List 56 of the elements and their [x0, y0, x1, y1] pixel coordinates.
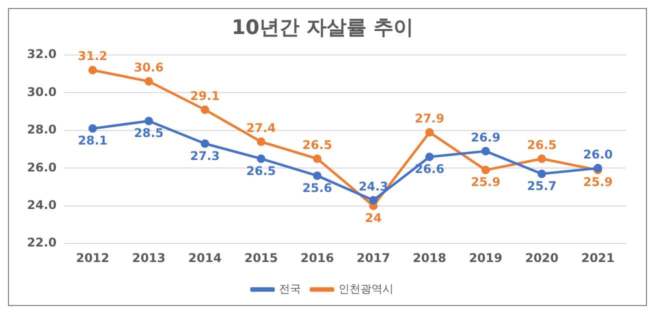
data-label: 26.5: [302, 138, 332, 152]
data-label: 31.2: [78, 49, 108, 64]
point: [256, 138, 266, 146]
data-label: 27.4: [246, 120, 276, 135]
x-tick-label: 2019: [468, 250, 502, 265]
y-tick-label: 24.0: [27, 198, 57, 212]
x-tick-label: 2012: [76, 250, 110, 265]
point: [312, 171, 322, 180]
data-label: 27.9: [414, 111, 444, 126]
chart-title: 10년간 자살률 추이: [232, 15, 414, 40]
x-tick-label: 2021: [581, 250, 615, 265]
data-label: 24: [365, 211, 382, 226]
data-label: 26.6: [414, 162, 444, 176]
x-tick-label: 2015: [244, 250, 278, 265]
point: [425, 128, 434, 137]
data-label: 26.0: [583, 147, 613, 162]
data-label: 26.5: [526, 138, 557, 152]
data-label: 24.3: [358, 179, 388, 194]
point: [88, 124, 97, 133]
point: [538, 154, 546, 163]
data-label: 29.1: [190, 88, 220, 103]
data-label: 25.9: [583, 175, 613, 190]
point: [481, 146, 490, 156]
x-tick-label: 2017: [356, 250, 390, 265]
point: [200, 105, 210, 114]
x-tick-label: 2014: [188, 250, 222, 265]
y-tick-label: 30.0: [27, 84, 57, 99]
data-label: 28.1: [78, 134, 108, 148]
x-tick-label: 2016: [300, 250, 334, 265]
data-label: 28.5: [134, 126, 164, 140]
legend-label: 전국: [279, 282, 301, 296]
point: [312, 154, 322, 163]
legend-label: 인천광역시: [338, 282, 394, 296]
data-label: 25.9: [470, 175, 500, 190]
data-label: 30.6: [134, 60, 164, 75]
data-label: 25.6: [302, 180, 332, 195]
data-label: 25.7: [526, 178, 557, 193]
x-tick-label: 2013: [132, 250, 166, 265]
data-label: 26.9: [470, 130, 500, 144]
point: [144, 77, 154, 86]
point: [256, 154, 266, 163]
point: [538, 170, 546, 178]
point: [425, 152, 434, 162]
point: [369, 196, 378, 204]
data-label: 27.3: [190, 148, 220, 163]
data-label: 26.5: [246, 164, 276, 178]
x-tick-label: 2018: [412, 250, 446, 265]
point: [481, 166, 490, 174]
y-tick-label: 26.0: [27, 160, 57, 174]
y-tick-label: 32.0: [27, 47, 57, 62]
point: [88, 66, 97, 74]
y-tick-label: 28.0: [27, 122, 57, 137]
x-tick-label: 2020: [525, 250, 558, 265]
y-tick-label: 22.0: [27, 236, 57, 250]
point: [144, 116, 154, 126]
point: [200, 139, 210, 148]
